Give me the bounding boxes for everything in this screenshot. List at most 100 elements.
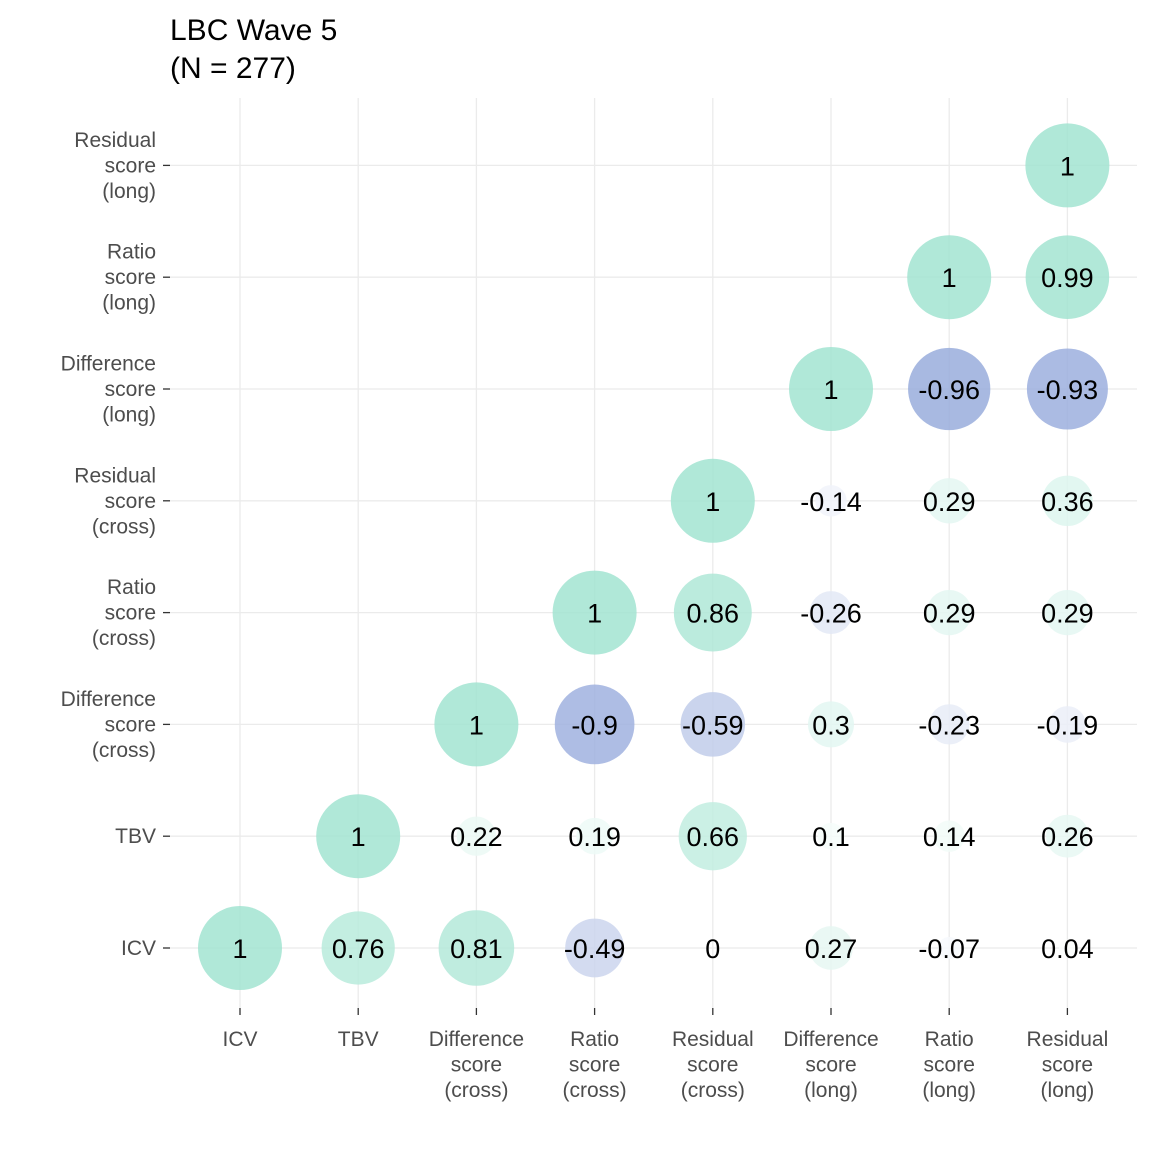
correlation-bubble [817, 822, 845, 850]
y-axis-tick-label: (cross) [92, 515, 156, 538]
x-axis-tick-label: TBV [338, 1028, 379, 1051]
correlation-bubble [1059, 939, 1076, 957]
y-axis-tick-label: (long) [102, 404, 156, 427]
y-axis-tick-label: score [105, 378, 156, 401]
correlation-value-label: 0.19 [568, 822, 621, 852]
correlation-bubble [1025, 235, 1110, 319]
correlation-bubble [1042, 475, 1093, 526]
x-axis-tick-label: score [1042, 1054, 1093, 1077]
correlation-bubble [929, 704, 970, 745]
correlation-value-label: 1 [587, 599, 602, 629]
correlation-bubble [1026, 348, 1108, 430]
correlation-bubble [673, 573, 752, 652]
y-axis-tick-label: score [105, 713, 156, 736]
correlation-value-labels: 1 0.76 0.81 -0.49 0 0.27 -0.07 0.04 1 0.22 0.19 0.6… [232, 151, 1098, 964]
correlation-bubble [933, 820, 965, 852]
correlation-value-label: 1 [351, 822, 366, 852]
correlation-bubble [815, 485, 847, 517]
correlation-value-label: 0.14 [923, 822, 976, 852]
x-axis-tick-label: Residual [1027, 1028, 1109, 1051]
y-axis-tick-label: Difference [61, 353, 156, 376]
y-axis-tick-label: (cross) [92, 739, 156, 762]
correlation-value-label: 1 [232, 934, 247, 964]
correlation-value-label: 0.76 [332, 934, 385, 964]
correlation-bubble [926, 589, 972, 636]
y-axis-tick-label: TBV [115, 825, 156, 848]
y-axis-tick-label: ICV [121, 937, 156, 960]
correlation-value-label: 0.36 [1041, 487, 1094, 517]
y-axis-tick-label: (long) [102, 292, 156, 315]
correlation-bubble [565, 918, 624, 978]
x-axis-tick-label: score [924, 1054, 975, 1077]
correlation-bubble [678, 802, 747, 871]
correlation-value-label: -0.23 [918, 710, 980, 740]
y-axis-tick-label: score [105, 266, 156, 289]
correlation-value-label: 1 [705, 487, 720, 517]
correlation-bubble [789, 347, 873, 431]
correlation-bubble [456, 816, 497, 856]
y-axis-tick-label: Difference [61, 688, 156, 711]
x-axis-tick-label: score [569, 1054, 620, 1077]
chart-title-line-2: (N = 277) [170, 52, 296, 85]
x-axis: ICV TBV Differencescore(cross)Ratioscore(c… [222, 1008, 1108, 1102]
correlation-value-label: -0.59 [682, 710, 744, 740]
correlation-value-label: 0.86 [687, 599, 740, 629]
correlation-bubble [552, 570, 637, 655]
correlation-value-label: -0.9 [571, 710, 618, 740]
correlation-value-label: -0.93 [1037, 375, 1099, 405]
correlation-bubble [198, 906, 282, 990]
y-axis-tick-label: score [105, 490, 156, 513]
x-axis-tick-label: (cross) [444, 1079, 508, 1102]
y-axis-tick-label: (long) [102, 180, 156, 203]
x-axis-tick-label: (long) [1041, 1079, 1095, 1102]
correlation-value-label: 0.1 [812, 822, 850, 852]
x-axis-tick-label: ICV [222, 1028, 257, 1051]
correlation-value-label: 0.27 [805, 934, 858, 964]
correlation-bubble [938, 936, 961, 960]
x-axis-tick-label: score [687, 1054, 738, 1077]
y-axis-tick-label: score [105, 154, 156, 177]
correlation-value-label: 0.3 [812, 710, 850, 740]
y-axis-tick-label: Residual [74, 464, 156, 487]
correlation-value-label: 0.29 [923, 599, 976, 629]
correlation-value-label: 0.81 [450, 934, 503, 964]
x-axis-tick-label: (cross) [681, 1079, 745, 1102]
chart-title: LBC Wave 5 (N = 277) [170, 14, 337, 85]
x-axis-tick-label: (long) [804, 1079, 858, 1102]
x-axis-tick-label: score [451, 1054, 502, 1077]
correlation-bubble [1025, 123, 1110, 208]
correlation-bubble [908, 347, 991, 431]
correlation-bubble [907, 235, 992, 320]
correlation-value-label: 0.99 [1041, 263, 1094, 293]
y-axis-tick-label: score [105, 602, 156, 625]
correlation-bubble [926, 478, 972, 524]
correlation-value-label: 1 [942, 263, 957, 293]
correlation-bubble [809, 591, 853, 635]
correlation-bubble [576, 817, 613, 855]
correlation-value-label: 0.66 [687, 822, 740, 852]
correlation-value-label: 1 [823, 375, 838, 405]
chart-title-line-1: LBC Wave 5 [170, 14, 337, 47]
x-axis-tick-label: Difference [783, 1028, 878, 1051]
y-axis: ICVTBVDifferencescore(cross)Ratioscore(c… [61, 129, 170, 960]
x-axis-tick-label: Residual [672, 1028, 754, 1051]
correlation-bubble [316, 794, 401, 879]
grid-lines [170, 98, 1137, 1008]
y-axis-tick-label: Ratio [107, 576, 156, 599]
correlation-value-label: -0.96 [918, 375, 980, 405]
y-axis-tick-label: Ratio [107, 241, 156, 264]
x-axis-tick-label: Ratio [925, 1028, 974, 1051]
correlation-bubble [808, 701, 854, 748]
x-axis-tick-label: (cross) [563, 1079, 627, 1102]
correlation-value-label: -0.07 [918, 934, 980, 964]
correlation-bubble [438, 910, 515, 986]
x-axis-tick-label: Difference [429, 1028, 524, 1051]
correlation-bubble [1044, 589, 1091, 636]
correlation-bubble [1049, 706, 1086, 743]
x-axis-tick-label: score [805, 1054, 856, 1077]
correlation-value-label: 0.29 [923, 487, 976, 517]
correlation-value-label: 0.04 [1041, 934, 1094, 964]
correlation-bubble [554, 684, 635, 765]
correlation-bubble [680, 692, 746, 757]
